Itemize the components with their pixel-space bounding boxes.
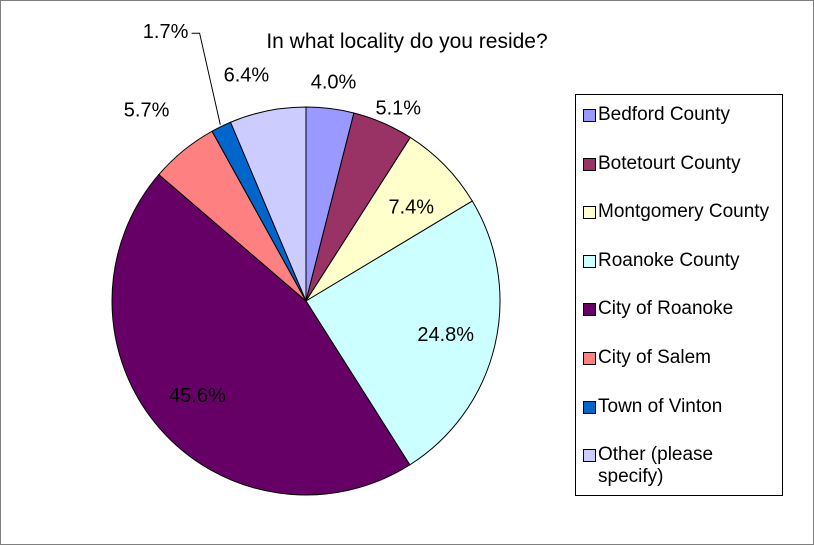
pie-slice-other-please-specify bbox=[229, 106, 307, 302]
legend: Bedford County Botetourt County Montgomery… bbox=[575, 94, 783, 496]
legend-swatch-other-please-specify bbox=[583, 449, 596, 463]
leader-line-town-of-vinton bbox=[191, 32, 221, 125]
pie-slice-roanoke-county bbox=[305, 200, 501, 466]
legend-swatch-town-of-vinton bbox=[583, 400, 596, 414]
data-label-other-please-specify: 6.4% bbox=[224, 64, 270, 86]
chart-title: In what locality do you reside? bbox=[266, 30, 548, 53]
legend-label-other-please-specify: Other (please specify) bbox=[598, 444, 714, 488]
data-label-town-of-vinton: 1.7% bbox=[143, 21, 189, 43]
legend-item-city-of-salem: City of Salem bbox=[583, 347, 779, 369]
legend-swatch-city-of-salem bbox=[583, 352, 596, 365]
legend-swatch-bedford-county bbox=[583, 109, 596, 122]
legend-item-city-of-roanoke: City of Roanoke bbox=[583, 298, 779, 320]
legend-label-city-of-salem: City of Salem bbox=[598, 347, 711, 368]
legend-item-town-of-vinton: Town of Vinton bbox=[583, 396, 779, 418]
legend-swatch-city-of-roanoke bbox=[583, 303, 596, 317]
legend-item-montgomery-county: Montgomery County bbox=[583, 201, 779, 223]
legend-item-other-please-specify: Other (please specify) bbox=[583, 444, 779, 488]
legend-label-town-of-vinton: Town of Vinton bbox=[598, 395, 723, 417]
legend-item-roanoke-county: Roanoke County bbox=[583, 250, 779, 272]
legend-swatch-botetourt-county bbox=[583, 157, 596, 171]
legend-label-city-of-roanoke: City of Roanoke bbox=[598, 298, 734, 320]
data-label-city-of-salem: 5.7% bbox=[124, 99, 170, 121]
legend-swatch-roanoke-county bbox=[583, 254, 596, 268]
data-label-bedford-county: 4.0% bbox=[311, 72, 357, 94]
legend-item-bedford-county: Bedford County bbox=[583, 104, 779, 126]
legend-label-roanoke-county: Roanoke County bbox=[598, 249, 740, 271]
pie-slice-city-of-roanoke bbox=[111, 173, 411, 496]
legend-label-botetourt-county: Botetourt County bbox=[598, 152, 741, 174]
legend-swatch-montgomery-county bbox=[583, 206, 596, 220]
data-label-roanoke-county: 24.8% bbox=[417, 324, 474, 346]
data-label-city-of-roanoke: 45.6% bbox=[169, 385, 226, 407]
legend-label-montgomery-county: Montgomery County bbox=[598, 201, 770, 223]
legend-item-botetourt-county: Botetourt County bbox=[583, 153, 779, 175]
data-label-botetourt-county: 5.1% bbox=[376, 98, 422, 120]
data-label-montgomery-county: 7.4% bbox=[389, 196, 435, 218]
legend-label-bedford-county: Bedford County bbox=[598, 104, 731, 125]
